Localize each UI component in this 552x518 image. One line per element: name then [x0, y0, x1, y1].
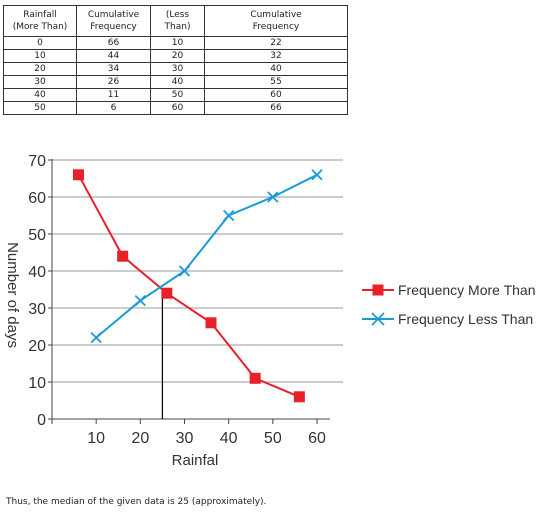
data-point-square — [249, 372, 261, 384]
y-axis-label: Number of days — [4, 242, 21, 348]
median-conclusion-text: Thus, the median of the given data is 25… — [6, 497, 267, 507]
table-row: 50 6 60 66 — [3, 101, 348, 115]
y-tick-label: 10 — [28, 375, 46, 392]
y-tick-label: 70 — [28, 153, 46, 170]
x-tick-label: 20 — [131, 430, 149, 447]
series-line — [77, 174, 300, 398]
x-tick-label: 10 — [87, 430, 105, 447]
table-header-cell: Cumulative Frequency — [204, 5, 348, 37]
cumulative-frequency-chart: 0 10 20 30 40 50 60 70 10 20 30 40 50 60 Rainfal Number… — [4, 153, 535, 469]
data-point-x — [267, 191, 279, 203]
data-point-x — [90, 331, 102, 344]
data-point-x — [178, 265, 191, 277]
table-row: 30 26 40 55 — [3, 75, 348, 89]
data-point-square — [293, 391, 305, 403]
data-point-x — [134, 294, 146, 307]
y-tick-label: 50 — [28, 227, 46, 244]
legend-marker-x — [371, 312, 385, 326]
table-header-cell: Rainfall (More Than) — [3, 5, 77, 37]
y-tick-label: 20 — [28, 338, 46, 355]
table-cell: 66 — [204, 101, 348, 115]
series-line — [95, 173, 318, 339]
legend-label: Frequency More Than — [398, 282, 535, 298]
x-tick-label: 60 — [308, 430, 326, 447]
data-point-square — [205, 317, 217, 329]
data-point-square — [117, 250, 129, 262]
table-header-cell: (Less Than) — [150, 5, 205, 37]
y-tick-label: 30 — [28, 301, 46, 318]
y-tick-label: 40 — [28, 264, 46, 281]
data-point-square — [161, 287, 173, 299]
table-header-row: Rainfall (More Than) Cumulative Frequency … — [3, 5, 348, 37]
x-tick-label: 50 — [264, 430, 282, 447]
y-tick-label: 60 — [28, 190, 46, 207]
table-row: 20 34 30 40 — [3, 62, 348, 76]
legend-label: Frequency Less Than — [398, 311, 533, 327]
legend-marker-square — [372, 284, 384, 296]
x-tick-label: 30 — [176, 430, 194, 447]
data-point-square — [73, 169, 84, 181]
frequency-table: Rainfall (More Than) Cumulative Frequency … — [3, 5, 348, 115]
table-row: 0 66 10 22 — [3, 36, 348, 50]
x-tick-label: 40 — [220, 430, 238, 447]
data-point-x — [223, 209, 235, 222]
y-tick-label: 0 — [37, 412, 46, 429]
table-cell: 60 — [150, 101, 205, 115]
x-axis-label: Rainfal — [172, 452, 219, 469]
data-point-x — [311, 169, 323, 181]
